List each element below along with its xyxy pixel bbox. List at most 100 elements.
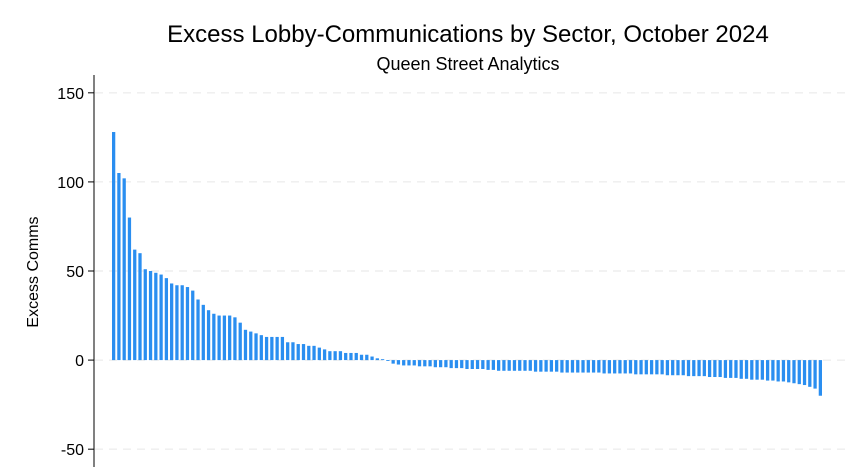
bar — [317, 347, 321, 361]
bar — [713, 360, 717, 378]
bar — [591, 360, 596, 373]
bar — [175, 285, 179, 361]
bar — [380, 359, 385, 361]
bar — [618, 360, 622, 374]
bar — [307, 345, 311, 361]
bar — [597, 360, 601, 373]
y-axis-label: Excess Comms — [25, 216, 42, 327]
bar — [565, 360, 569, 373]
bar — [349, 352, 353, 361]
bar — [370, 356, 374, 361]
chart-subtitle: Queen Street Analytics — [376, 54, 559, 74]
bar — [560, 360, 564, 373]
bar — [333, 351, 337, 361]
bar — [686, 360, 691, 377]
y-tick-label: 50 — [66, 264, 84, 281]
bar — [233, 317, 237, 361]
bar — [744, 360, 749, 379]
bar — [818, 360, 822, 396]
bar — [787, 360, 791, 383]
bar — [623, 360, 627, 374]
bar — [634, 360, 638, 375]
bar — [259, 335, 263, 361]
bar — [286, 342, 290, 361]
bar — [412, 360, 416, 366]
bar — [586, 360, 590, 373]
bar — [460, 360, 464, 369]
bar — [444, 360, 448, 368]
bar — [133, 249, 137, 361]
bar — [570, 360, 575, 373]
bar — [454, 360, 459, 369]
bar — [628, 360, 633, 374]
bar — [217, 315, 221, 361]
bar — [159, 274, 163, 361]
bar — [270, 336, 274, 361]
bar — [491, 360, 495, 370]
bar — [528, 360, 532, 371]
bar — [665, 360, 670, 376]
bar — [170, 283, 174, 361]
bar — [112, 132, 116, 361]
bar — [755, 360, 759, 380]
bar — [555, 360, 559, 372]
bar — [481, 360, 485, 369]
bar — [765, 360, 770, 381]
bar — [739, 360, 743, 379]
bar — [544, 360, 548, 372]
bar — [502, 360, 506, 371]
bar — [222, 315, 227, 361]
bar — [671, 360, 675, 376]
bar — [607, 360, 612, 374]
bar — [729, 360, 733, 378]
bar — [576, 360, 580, 373]
bar — [196, 299, 200, 361]
bar — [417, 360, 422, 367]
bar — [639, 360, 643, 375]
y-axis: 150 100 50 0 -50 — [57, 75, 95, 467]
bar — [238, 322, 242, 361]
bar — [254, 333, 258, 361]
bar — [707, 360, 712, 378]
bar — [164, 278, 169, 361]
bars — [112, 132, 822, 396]
bar — [497, 360, 501, 371]
bar — [423, 360, 427, 367]
bar — [797, 360, 801, 385]
bar — [264, 336, 269, 361]
bar — [781, 360, 786, 382]
bar — [523, 360, 527, 371]
bar — [655, 360, 659, 375]
bar — [191, 290, 195, 361]
bar — [402, 360, 406, 366]
bar — [438, 360, 443, 368]
bar — [760, 360, 764, 380]
bar — [291, 342, 295, 361]
bar — [407, 360, 411, 366]
bar — [776, 360, 780, 382]
bar — [533, 360, 538, 372]
bar — [718, 360, 722, 378]
bar — [723, 360, 728, 378]
bar — [212, 313, 216, 361]
bar — [328, 351, 332, 361]
bar — [692, 360, 696, 377]
bar — [354, 352, 358, 361]
bar — [275, 336, 279, 361]
bar — [396, 360, 401, 365]
bar — [280, 336, 285, 361]
bar — [228, 315, 232, 361]
bar — [734, 360, 738, 378]
bar — [681, 360, 685, 376]
bar — [180, 285, 184, 361]
bar — [338, 351, 343, 361]
bar — [475, 360, 480, 369]
y-tick-label: 0 — [75, 353, 84, 370]
bar — [470, 360, 474, 369]
bar — [813, 360, 817, 389]
bar — [792, 360, 796, 384]
bar — [365, 354, 369, 361]
bar — [386, 360, 390, 361]
bar — [148, 271, 153, 361]
